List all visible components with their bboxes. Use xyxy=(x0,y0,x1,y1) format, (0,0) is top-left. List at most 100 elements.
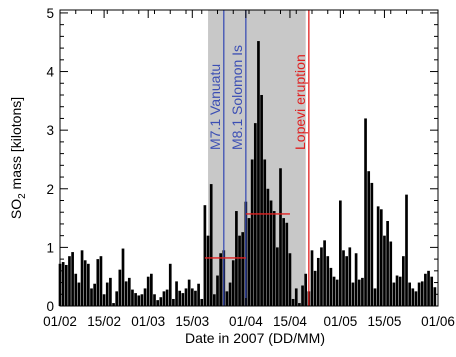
y-axis-label: SO2 mass [kilotons] xyxy=(8,97,28,219)
bar xyxy=(430,276,434,306)
bar xyxy=(272,211,276,306)
overlay-layer: M7.1 Vanuatu M8.1 Solomon Is Lopevi erupti… xyxy=(204,10,310,306)
bar xyxy=(137,295,141,306)
bar xyxy=(288,253,292,306)
bar xyxy=(351,282,355,306)
bar xyxy=(181,293,185,306)
bar xyxy=(213,294,216,306)
bar xyxy=(121,248,125,306)
bar xyxy=(326,256,330,306)
x-tick-label: 15/04 xyxy=(273,314,307,329)
event-label: M8.1 Solomon Is xyxy=(229,45,245,150)
bar xyxy=(162,291,166,306)
bar xyxy=(87,263,90,306)
y-axis-label-part: SO xyxy=(8,199,24,219)
x-tick-label: 01/03 xyxy=(131,314,165,329)
bar xyxy=(282,218,285,306)
bar xyxy=(80,250,84,306)
bar xyxy=(83,260,87,306)
bar xyxy=(386,221,389,306)
bar xyxy=(184,288,188,306)
bar xyxy=(263,159,267,306)
bar xyxy=(392,282,396,306)
bar xyxy=(342,250,345,306)
bar xyxy=(90,288,93,306)
x-tick-label: 01/05 xyxy=(323,314,357,329)
bar xyxy=(124,281,128,306)
bar xyxy=(146,276,150,306)
bar xyxy=(64,264,68,306)
bar xyxy=(417,282,421,306)
bar xyxy=(140,294,144,306)
y-tick-label: 2 xyxy=(46,182,54,197)
x-tick-label: 01/02 xyxy=(43,314,77,329)
bar xyxy=(238,235,241,306)
bar xyxy=(112,303,115,306)
bar xyxy=(165,289,169,306)
bar xyxy=(329,267,333,306)
bar xyxy=(175,281,178,306)
bar xyxy=(310,250,314,306)
x-tick-label: 01/04 xyxy=(229,314,263,329)
bar xyxy=(241,232,245,306)
bar xyxy=(433,287,437,306)
bar xyxy=(405,194,408,306)
y-tick-label: 5 xyxy=(46,6,54,21)
bar xyxy=(294,288,298,306)
bar xyxy=(379,209,383,306)
bar xyxy=(168,263,172,306)
bar xyxy=(219,253,222,306)
x-tick-label: 01/06 xyxy=(421,314,455,329)
bar xyxy=(276,247,279,306)
bar xyxy=(367,171,371,306)
bar xyxy=(68,256,71,306)
y-axis-label-subscript: 2 xyxy=(17,193,28,199)
bar xyxy=(361,277,364,306)
bar xyxy=(134,293,137,306)
bar xyxy=(395,275,399,306)
bar xyxy=(266,188,270,306)
bar xyxy=(345,256,348,306)
bar xyxy=(370,182,374,306)
bar xyxy=(260,94,263,307)
bar xyxy=(247,218,251,306)
bar xyxy=(187,279,191,306)
bar xyxy=(61,262,65,306)
bar xyxy=(96,259,100,306)
bar xyxy=(411,288,415,306)
bar xyxy=(424,273,427,306)
bar xyxy=(376,206,380,306)
bar xyxy=(77,282,81,306)
x-tick-label: 15/05 xyxy=(368,314,402,329)
bar xyxy=(301,285,304,306)
bar xyxy=(178,290,182,306)
bar xyxy=(257,41,260,306)
event-label: Lopevi eruption xyxy=(292,54,308,150)
bar xyxy=(313,270,317,306)
bar xyxy=(354,253,358,306)
bar xyxy=(190,288,194,306)
bar xyxy=(408,282,411,306)
bar xyxy=(203,205,207,306)
bar xyxy=(225,291,229,306)
y-tick-label: 0 xyxy=(46,299,54,314)
bar xyxy=(383,235,386,306)
bar xyxy=(298,303,301,306)
bar xyxy=(206,235,210,306)
bar xyxy=(74,273,78,306)
bar xyxy=(285,222,289,306)
bar xyxy=(127,277,131,306)
bar xyxy=(216,275,219,306)
bar xyxy=(373,288,377,306)
bar xyxy=(156,300,159,306)
bar xyxy=(320,247,323,306)
bar xyxy=(115,291,119,306)
bar xyxy=(357,279,361,306)
bar xyxy=(109,277,112,306)
bar xyxy=(71,252,74,306)
y-tick-label: 4 xyxy=(46,65,54,80)
bar xyxy=(143,288,147,306)
bar xyxy=(150,273,153,306)
